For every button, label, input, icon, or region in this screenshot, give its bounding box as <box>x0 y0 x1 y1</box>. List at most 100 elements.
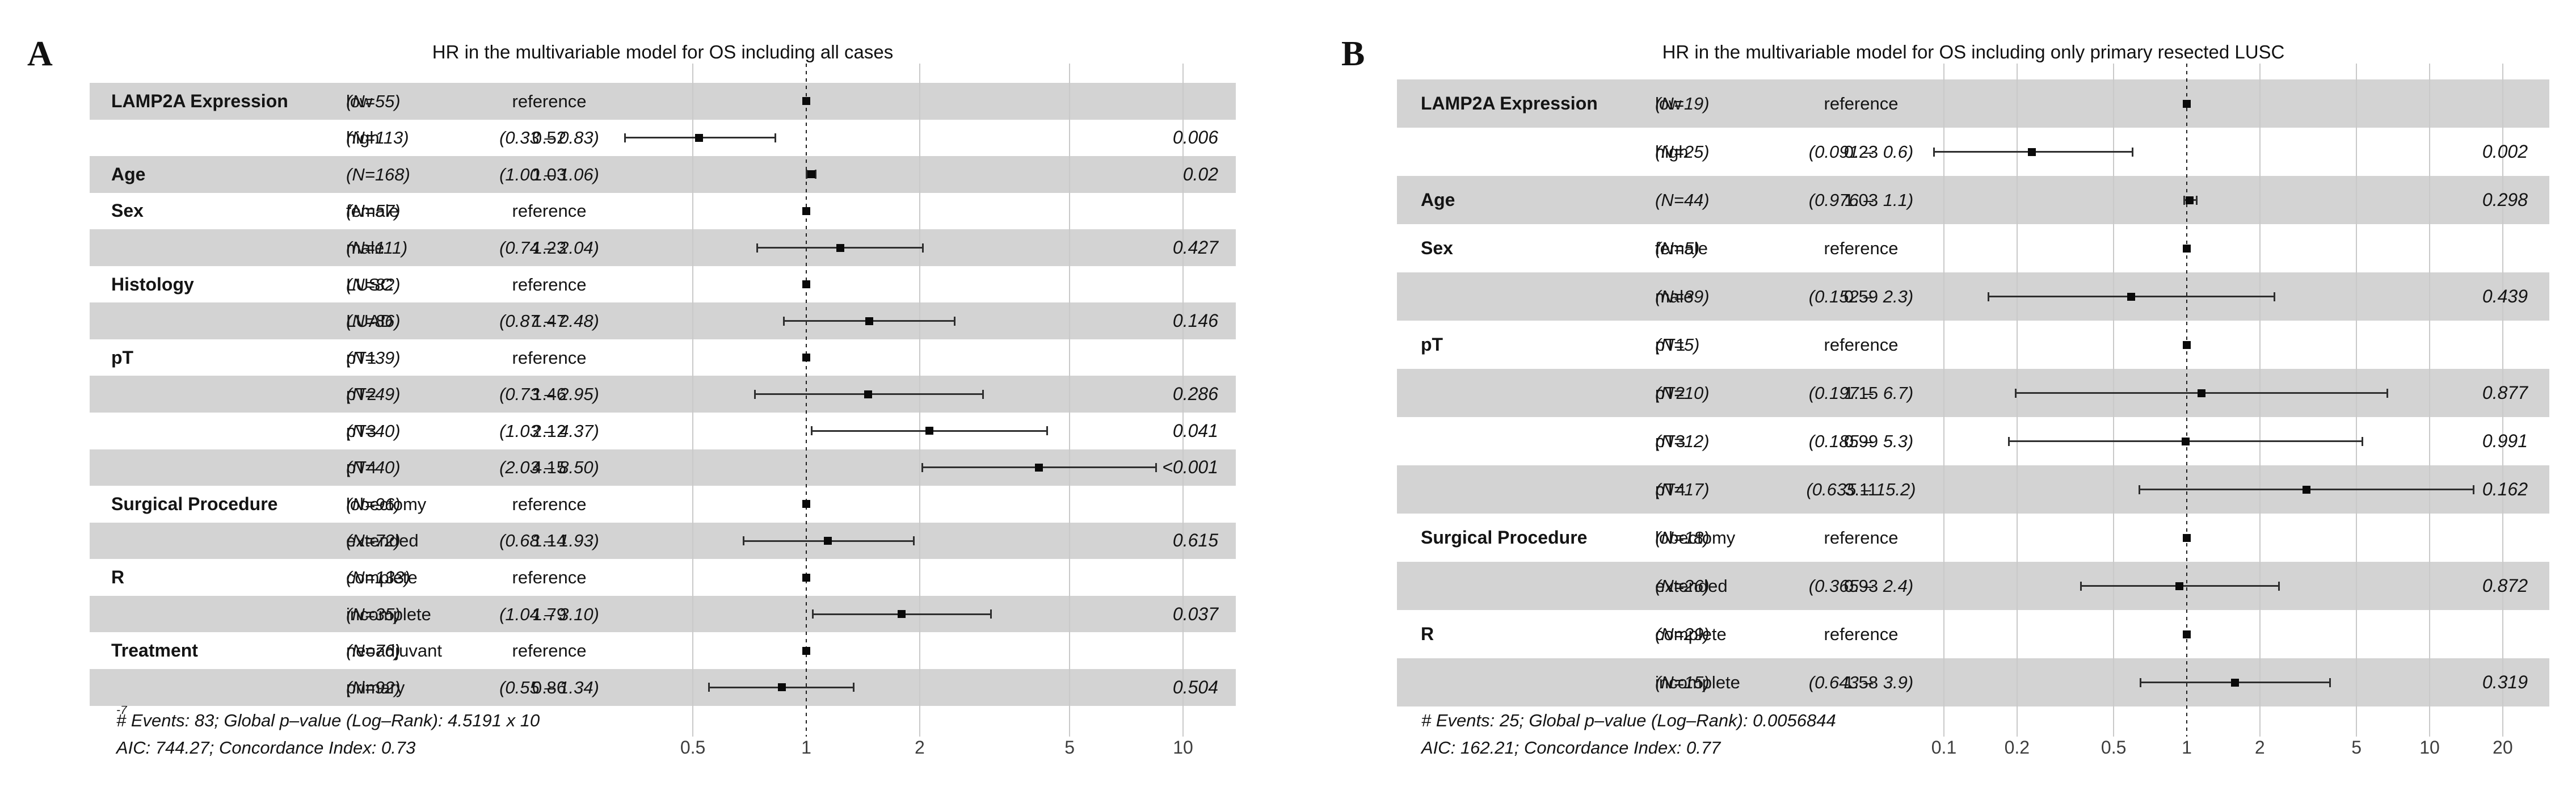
axis-tick-label: 0.5 <box>2101 737 2127 758</box>
ci-cap-right <box>990 609 992 619</box>
events-text-b: # Events: 25; Global p–value (Log–Rank):… <box>1421 710 1836 730</box>
axis-tick-label: 5 <box>1064 737 1075 758</box>
axis-tick-label: 10 <box>1173 737 1193 758</box>
estimate-value: reference <box>512 494 587 514</box>
estimate-cell: 1.79 (1.04 – 3.10) <box>390 596 708 633</box>
n-count-label: (N=57) <box>346 201 401 221</box>
n-count-label: (N=113) <box>346 128 409 148</box>
level-label: lobectomy <box>346 494 427 514</box>
ci-cap-right <box>2278 581 2280 591</box>
reference-line <box>2186 64 2187 737</box>
table-row-band <box>1397 79 2549 128</box>
n-count-label: (N=5) <box>1655 335 1700 355</box>
table-row-band <box>90 83 1236 120</box>
estimate-cell: reference <box>1702 224 2020 272</box>
estimate-value: reference <box>1824 528 1899 548</box>
estimate-cell: 1.14 (0.68 – 1.93) <box>390 523 708 560</box>
estimate-value: 1.79 <box>532 604 567 624</box>
p-value: 0.427 <box>1172 237 1218 258</box>
n-count-label: (N=92) <box>346 677 401 697</box>
table-row-band <box>90 156 1236 193</box>
table-row-band <box>90 302 1236 339</box>
hr-point-marker <box>865 317 874 325</box>
estimate-cell: 1.03 (0.976 – 1.1) <box>1702 176 2020 224</box>
hr-point-marker <box>897 610 906 619</box>
estimate-cell: 1.58 (0.643 – 3.9) <box>1702 658 2020 707</box>
ci-range: (0.091 – 0.6) <box>1808 142 1914 162</box>
p-value: 0.319 <box>2482 672 2528 692</box>
hr-point-marker <box>802 207 810 215</box>
ci-cap-right <box>2472 485 2474 494</box>
hr-point-marker <box>802 354 810 362</box>
estimate-value: 1.14 <box>532 531 567 551</box>
level-label: pT3 <box>1655 431 1686 451</box>
n-count-label: (N=10) <box>1655 383 1710 403</box>
table-row-band <box>90 229 1236 266</box>
axis-tick-label: 0.2 <box>2004 737 2030 758</box>
hr-point-marker <box>2183 533 2191 542</box>
estimate-cell: reference <box>390 193 708 230</box>
hr-point-marker <box>2175 582 2183 590</box>
p-value: 0.162 <box>2482 479 2528 499</box>
ci-cap-left <box>2008 436 2010 446</box>
n-count-label: (N=168) <box>346 164 410 184</box>
n-count-label: (N=17) <box>1655 480 1710 499</box>
ci-cap-right <box>2132 147 2134 157</box>
n-count-label: (N=5) <box>1655 238 1700 258</box>
panel-label-b: B <box>1341 35 1365 73</box>
ci-cap-right <box>982 389 984 399</box>
hr-point-marker <box>823 537 832 545</box>
ci-cap-left <box>921 462 924 472</box>
level-label: extended <box>346 531 419 551</box>
n-count-label: (N=55) <box>346 91 401 111</box>
hr-point-marker <box>802 97 810 106</box>
gridline <box>1943 64 1944 737</box>
hr-point-marker <box>802 500 810 508</box>
level-label: extended <box>1655 576 1728 596</box>
gridline <box>2356 64 2358 737</box>
aic-line-b: AIC: 162.21; Concordance Index: 0.77 <box>1421 738 1721 758</box>
axis-tick-label: 2 <box>914 737 925 758</box>
ci-range: (0.197 – 6.7) <box>1808 383 1914 403</box>
ci-range: (1.04 – 3.10) <box>499 604 599 624</box>
variable-label: Age <box>1421 190 1455 210</box>
level-label: pT3 <box>346 420 377 441</box>
ci-cap-right <box>814 170 816 179</box>
n-count-label: (N=40) <box>346 420 401 441</box>
ci-cap-left <box>782 316 785 326</box>
table-row-band <box>1397 562 2549 610</box>
estimate-cell: reference <box>390 486 708 523</box>
hr-point-marker <box>2197 389 2205 397</box>
reference-line <box>806 64 807 737</box>
p-value: 0.146 <box>1172 310 1218 331</box>
variable-label: LAMP2A Expression <box>1421 93 1598 113</box>
variable-label: Treatment <box>111 640 198 661</box>
p-value: 0.991 <box>2482 431 2528 451</box>
ci-range: (1.00 – 1.06) <box>499 164 599 184</box>
table-row-band <box>90 522 1236 560</box>
ci-range: (0.33 – 0.83) <box>499 128 599 148</box>
p-value: 0.041 <box>1172 420 1218 441</box>
ci-cap-left <box>756 243 759 253</box>
axis-tick-label: 1 <box>801 737 811 758</box>
level-label: male <box>1655 287 1694 306</box>
estimate-cell: 0.52 (0.33 – 0.83) <box>390 120 708 157</box>
n-count-label: (N=12) <box>1655 431 1710 451</box>
ci-cap-left <box>2183 195 2186 205</box>
estimate-value: 1.23 <box>532 238 567 258</box>
estimate-cell: 1.46 (0.73 – 2.95) <box>390 376 708 413</box>
p-value: 0.02 <box>1182 163 1218 184</box>
ci-range: (0.976 – 1.1) <box>1808 190 1914 210</box>
ci-cap-left <box>742 536 744 545</box>
n-count-label: (N=40) <box>346 457 401 478</box>
n-count-label: (N=72) <box>346 531 401 551</box>
variable-label: Histology <box>111 274 194 295</box>
level-label: high <box>1655 142 1689 162</box>
n-count-label: (N=82) <box>346 274 401 295</box>
variable-label: Sex <box>1421 238 1453 258</box>
ci-range: (0.87 – 2.48) <box>499 311 599 331</box>
estimate-cell: reference <box>1702 79 2020 128</box>
p-value: 0.872 <box>2482 575 2528 596</box>
axis-tick-label: 10 <box>2419 737 2440 758</box>
